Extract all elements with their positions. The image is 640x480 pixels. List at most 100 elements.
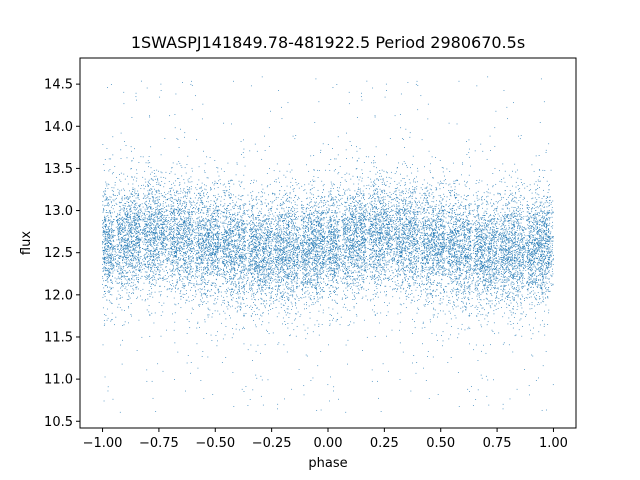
data-point xyxy=(460,272,461,273)
data-point xyxy=(149,156,150,157)
data-point xyxy=(195,222,196,223)
data-point xyxy=(514,266,515,267)
data-point xyxy=(422,263,423,264)
data-point xyxy=(448,206,449,207)
data-point xyxy=(416,243,417,244)
data-point xyxy=(176,192,177,193)
data-point xyxy=(107,245,108,246)
data-point xyxy=(470,214,471,215)
data-point xyxy=(392,206,393,207)
data-point xyxy=(483,233,484,234)
data-point xyxy=(252,253,253,254)
data-point xyxy=(281,267,282,268)
data-point xyxy=(161,291,162,292)
data-point xyxy=(304,213,305,214)
data-point xyxy=(168,259,169,260)
data-point xyxy=(182,259,183,260)
data-point xyxy=(538,269,539,270)
data-point xyxy=(382,223,383,224)
data-point xyxy=(217,172,218,173)
data-point xyxy=(546,150,547,151)
data-point xyxy=(351,265,352,266)
data-point xyxy=(382,266,383,267)
data-point xyxy=(409,286,410,287)
data-point xyxy=(417,168,418,169)
data-point xyxy=(190,274,191,275)
data-point xyxy=(126,246,127,247)
data-point xyxy=(436,187,437,188)
data-point xyxy=(449,227,450,228)
data-point xyxy=(211,246,212,247)
data-point xyxy=(476,238,477,239)
data-point xyxy=(504,269,505,270)
data-point xyxy=(414,241,415,242)
data-point xyxy=(343,219,344,220)
data-point xyxy=(473,214,474,215)
data-point xyxy=(243,175,244,176)
data-point xyxy=(369,217,370,218)
data-point xyxy=(317,275,318,276)
data-point xyxy=(118,245,119,246)
data-point xyxy=(115,281,116,282)
data-point xyxy=(244,210,245,211)
data-point xyxy=(262,221,263,222)
data-point xyxy=(108,212,109,213)
data-point xyxy=(349,270,350,271)
data-point xyxy=(247,214,248,215)
data-point xyxy=(347,209,348,210)
data-point xyxy=(495,306,496,307)
data-point xyxy=(156,257,157,258)
data-point xyxy=(167,263,168,264)
data-point xyxy=(543,301,544,302)
data-point xyxy=(547,218,548,219)
data-point xyxy=(179,182,180,183)
data-point xyxy=(427,119,428,120)
data-point xyxy=(439,269,440,270)
data-point xyxy=(306,355,307,356)
data-point xyxy=(457,283,458,284)
data-point xyxy=(441,283,442,284)
data-point xyxy=(412,254,413,255)
data-point xyxy=(129,233,130,234)
data-point xyxy=(506,255,507,256)
data-point xyxy=(275,286,276,287)
data-point xyxy=(446,217,447,218)
data-point xyxy=(336,230,337,231)
data-point xyxy=(229,255,230,256)
data-point xyxy=(262,256,263,257)
data-point xyxy=(320,274,321,275)
data-point xyxy=(499,279,500,280)
data-point xyxy=(267,262,268,263)
data-point xyxy=(370,228,371,229)
data-point xyxy=(152,297,153,298)
data-point xyxy=(293,265,294,266)
data-point xyxy=(382,206,383,207)
data-point xyxy=(344,237,345,238)
data-point xyxy=(451,195,452,196)
data-point xyxy=(450,263,451,264)
data-point xyxy=(349,232,350,233)
data-point xyxy=(234,235,235,236)
data-point xyxy=(520,138,521,139)
data-point xyxy=(296,276,297,277)
data-point xyxy=(105,293,106,294)
data-point xyxy=(498,241,499,242)
data-point xyxy=(550,249,551,250)
data-point xyxy=(224,239,225,240)
data-point xyxy=(418,248,419,249)
data-point xyxy=(461,246,462,247)
data-point xyxy=(132,256,133,257)
data-point xyxy=(487,316,488,317)
data-point xyxy=(352,157,353,158)
data-point xyxy=(459,244,460,245)
data-point xyxy=(281,307,282,308)
data-point xyxy=(540,275,541,276)
data-point xyxy=(347,273,348,274)
data-point xyxy=(138,210,139,211)
data-point xyxy=(477,249,478,250)
data-point xyxy=(285,248,286,249)
data-point xyxy=(357,286,358,287)
data-point xyxy=(212,182,213,183)
data-point xyxy=(294,250,295,251)
data-point xyxy=(162,214,163,215)
